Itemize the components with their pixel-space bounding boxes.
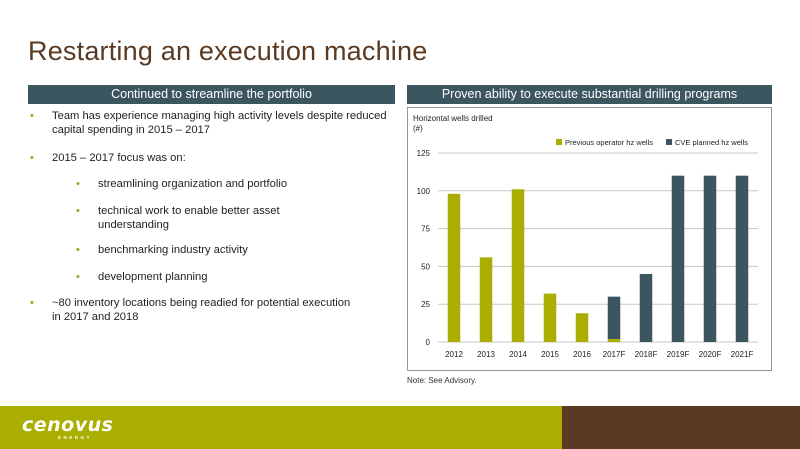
bar-chart: Horizontal wells drilled (#) 0 25 50 75 100 1…: [413, 114, 758, 359]
bullet-item: • Team has experience managing high acti…: [30, 110, 390, 137]
x-tick-label: 2020F: [699, 350, 722, 359]
bar-previous-operator: [543, 293, 557, 342]
y-tick-label: 50: [421, 262, 430, 271]
sub-bullet-text: technical work to enable better asset un…: [98, 205, 280, 231]
bullet-item: • ~80 inventory locations being readied …: [30, 297, 360, 324]
bullet-text: 2015 – 2017 focus was on:: [52, 152, 186, 164]
chart-container: Horizontal wells drilled (#) 0 25 50 75 100 1…: [407, 107, 772, 371]
bullet-dot-icon: •: [30, 152, 34, 164]
sub-bullet-text: benchmarking industry activity: [98, 244, 248, 256]
sub-bullet-item: • benchmarking industry activity: [76, 244, 376, 258]
x-tick-label: 2021F: [731, 350, 754, 359]
bar-previous-operator: [447, 193, 461, 342]
bullet-text: Team has experience managing high activi…: [52, 110, 387, 136]
legend-swatch: [666, 139, 672, 145]
left-panel-header: Continued to streamline the portfolio: [28, 85, 395, 104]
bullet-text: ~80 inventory locations being readied fo…: [52, 297, 351, 323]
sub-bullet-item: • development planning: [76, 271, 376, 285]
x-tick-label: 2016: [573, 350, 591, 359]
bar-previous-operator: [575, 313, 589, 342]
legend-label: Previous operator hz wells: [565, 138, 653, 147]
company-logo-subtext: ENERGY: [58, 435, 93, 440]
bullet-dot-icon: •: [76, 178, 80, 190]
bullet-item: • 2015 – 2017 focus was on:: [30, 152, 390, 166]
bar-cve-planned: [671, 175, 685, 342]
bar-cve-planned: [639, 273, 653, 342]
sub-bullet-item: • technical work to enable better asset …: [76, 205, 336, 232]
footer-band-right: [562, 406, 800, 449]
bullet-dot-icon: •: [76, 244, 80, 256]
legend-swatch: [556, 139, 562, 145]
x-tick-label: 2012: [445, 350, 463, 359]
bar-cve-planned: [703, 175, 717, 342]
footer-band-left: [0, 406, 562, 449]
bullet-dot-icon: •: [76, 271, 80, 283]
x-tick-label: 2019F: [667, 350, 690, 359]
y-tick-label: 125: [417, 149, 431, 158]
sub-bullet-text: streamlining organization and portfolio: [98, 178, 288, 190]
chart-note: Note: See Advisory.: [407, 376, 477, 385]
y-tick-label: 75: [421, 225, 430, 234]
company-logo: cenovus: [22, 414, 114, 436]
x-tick-label: 2018F: [635, 350, 658, 359]
x-tick-label: 2015: [541, 350, 559, 359]
y-axis-label: Horizontal wells drilled: [413, 114, 493, 123]
bullet-dot-icon: •: [30, 297, 34, 309]
bullet-dot-icon: •: [76, 205, 80, 217]
x-tick-label: 2014: [509, 350, 527, 359]
y-axis-label: (#): [413, 124, 423, 133]
y-tick-label: 0: [426, 338, 431, 347]
slide-title: Restarting an execution machine: [28, 36, 428, 66]
bullet-dot-icon: •: [30, 110, 34, 122]
sub-bullet-item: • streamlining organization and portfoli…: [76, 178, 376, 192]
x-tick-label: 2013: [477, 350, 495, 359]
bar-cve-planned: [607, 296, 621, 339]
y-tick-label: 25: [421, 300, 430, 309]
y-tick-label: 100: [417, 187, 431, 196]
legend-label: CVE planned hz wells: [675, 138, 748, 147]
bar-previous-operator: [479, 257, 493, 342]
bar-previous-operator: [607, 338, 621, 342]
bar-cve-planned: [735, 175, 749, 342]
right-panel-header: Proven ability to execute substantial dr…: [407, 85, 772, 104]
x-tick-label: 2017F: [603, 350, 626, 359]
bar-previous-operator: [511, 189, 525, 342]
sub-bullet-text: development planning: [98, 271, 208, 283]
